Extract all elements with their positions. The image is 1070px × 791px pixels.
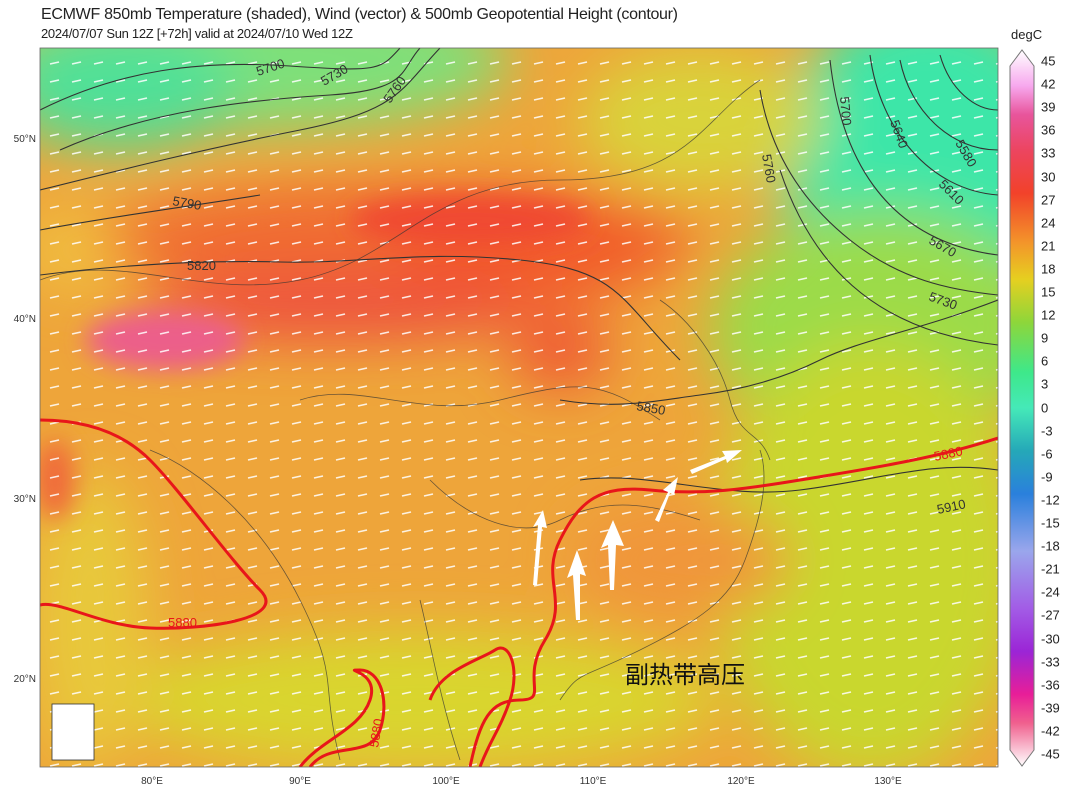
lon-tick-label: 90°E [289,776,311,787]
colorbar-tick-label: -33 [1041,654,1060,670]
lat-tick-label: 40°N [14,314,36,325]
colorbar-tick-label: 42 [1041,76,1056,92]
colorbar-tick-label: 30 [1041,169,1056,184]
subtropical-high-annotation: 副热带高压 [625,662,745,689]
colorbar-tick-label: 12 [1041,307,1056,323]
colorbar-tick-label: -45 [1041,746,1060,762]
colorbar-tick-label: -18 [1041,538,1060,554]
lat-tick-label: 50°N [14,134,36,145]
colorbar-tick-label: 0 [1041,400,1049,415]
colorbar-tick-label: -24 [1041,584,1060,600]
colorbar-tick-label: 39 [1041,99,1056,115]
colorbar-tick-label: -6 [1041,446,1053,462]
colorbar-tick-label: -12 [1041,492,1060,508]
contour-label: 5880 [168,615,197,630]
colorbar-tick-label: 9 [1041,330,1049,346]
colorbar-tick-label: 15 [1041,284,1056,300]
colorbar-tick-label: 21 [1041,238,1056,254]
lon-tick-label: 80°E [141,776,163,787]
colorbar-tick-label: 18 [1041,261,1056,277]
colorbar-tick-label: 24 [1041,215,1056,231]
colorbar-tick-label: 3 [1041,376,1049,392]
colorbar-tick-label: 6 [1041,353,1049,369]
contour-label: 5700 [837,96,854,126]
borders [40,79,771,761]
colorbar-tick-label: -15 [1041,515,1060,531]
colorbar-tick-label: -3 [1041,423,1053,439]
chart-title: ECMWF 850mb Temperature (shaded), Wind (… [41,6,678,23]
contour-label: 5850 [635,398,666,418]
lat-tick-label: 30°N [14,494,36,505]
contour-label: 5880 [366,717,386,748]
geopotential-contours [40,48,998,493]
colorbar-tick-label: 33 [1041,145,1056,161]
contour-label: 5910 [936,496,967,517]
subtropical-high-contour-5880 [40,418,998,767]
map-frame [39,47,999,768]
colorbar-tick-label: 45 [1041,53,1056,69]
colorbar-tick-label: -30 [1041,631,1060,646]
colorbar-tick-label: -27 [1041,607,1060,623]
lon-tick-label: 120°E [727,776,755,787]
colorbar-tick-label: -42 [1041,723,1060,739]
lon-tick-label: 100°E [432,776,460,787]
colorbar-tick-label: -9 [1041,469,1053,485]
wind-highlight-arrows [533,450,742,620]
contour-label: 5760 [759,153,779,184]
chart-subtitle: 2024/07/07 Sun 12Z [+72h] valid at 2024/… [41,26,353,41]
colorbar-tick-label: -21 [1041,561,1060,577]
colorbar-unit: degC [1011,27,1043,42]
contour-label: 5880 [933,443,964,464]
colorbar-tick-label: 36 [1041,122,1056,138]
colorbar [1009,49,1035,767]
wind-vector-field [40,48,998,767]
lat-tick-label: 20°N [14,674,36,685]
contour-label: 5820 [187,258,216,273]
lon-tick-label: 130°E [874,776,902,787]
colorbar-tick-label: 27 [1041,192,1056,208]
colorbar-tick-label: -39 [1041,700,1060,716]
colorbar-tick-label: -36 [1041,677,1060,693]
contour-label: 5790 [171,193,202,213]
inset-map [51,703,95,761]
lon-tick-label: 110°E [580,776,607,787]
